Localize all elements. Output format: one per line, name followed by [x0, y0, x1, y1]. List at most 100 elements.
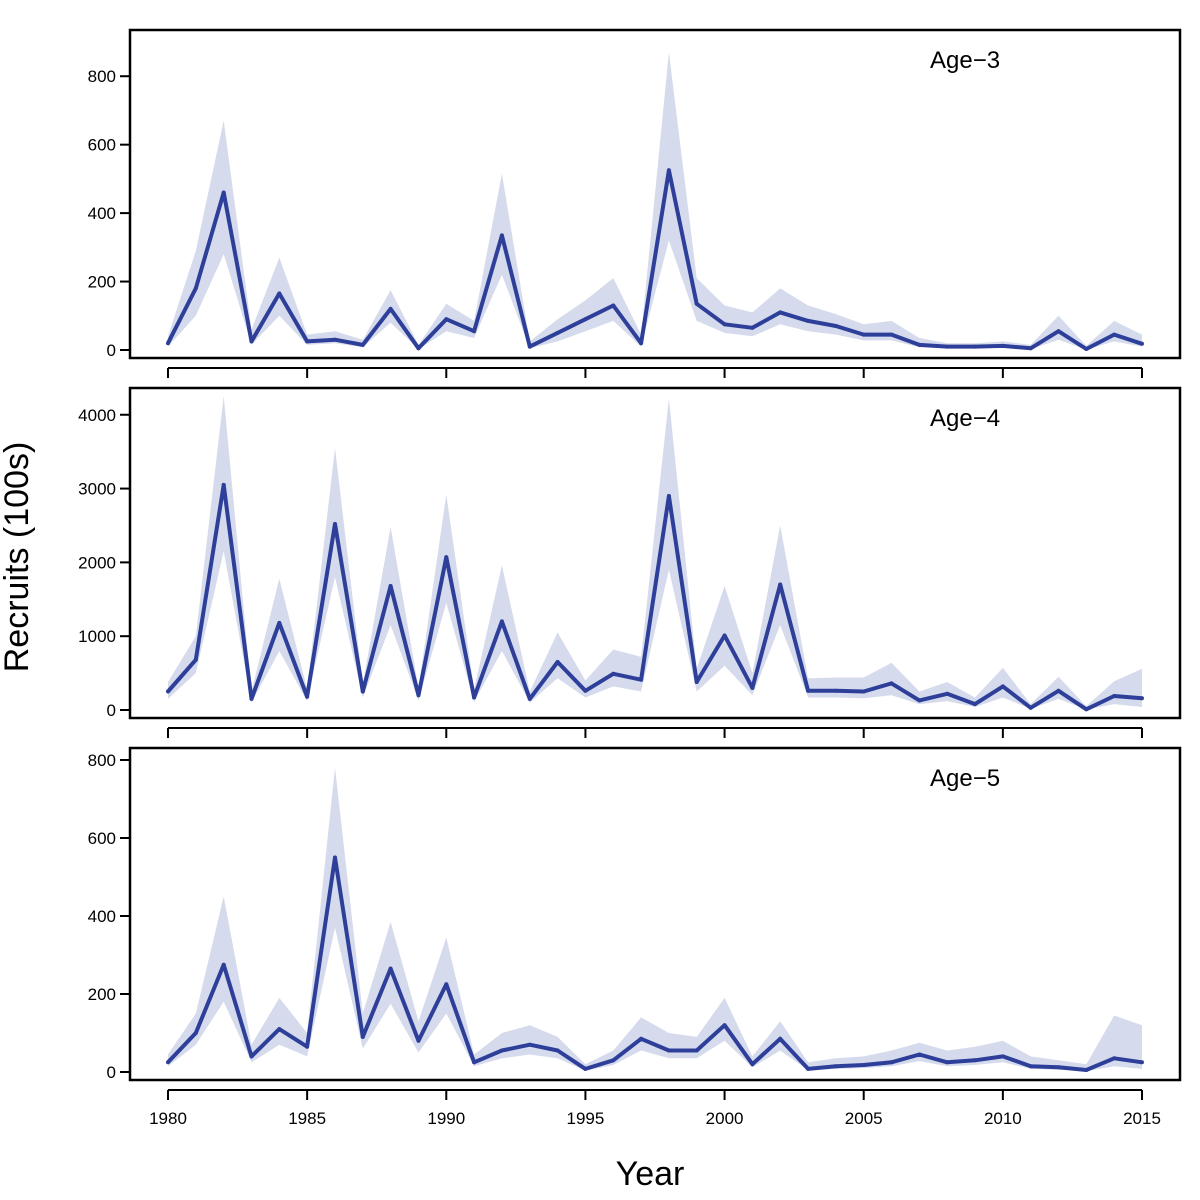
y-axis-title: Recruits (100s) — [0, 442, 36, 673]
confidence-band — [168, 396, 1142, 710]
data-point — [527, 696, 532, 701]
data-point — [472, 329, 477, 334]
data-point — [1112, 1056, 1117, 1061]
data-point — [1028, 705, 1033, 710]
data-point — [472, 695, 477, 700]
data-point — [249, 696, 254, 701]
x-tick-label: 2005 — [845, 1109, 883, 1128]
data-point — [416, 346, 421, 351]
data-point — [750, 685, 755, 690]
data-point — [166, 341, 170, 346]
x-axis-title: Year — [616, 1155, 685, 1193]
data-point — [499, 1048, 504, 1053]
panel-2: 0 1000 2000 3000 4000 Age−4 — [78, 386, 1182, 738]
data-point — [499, 619, 504, 624]
data-point — [555, 1048, 560, 1053]
data-point — [861, 1063, 866, 1067]
y-tick-label: 400 — [88, 907, 116, 926]
data-point — [444, 555, 449, 560]
data-point — [1028, 346, 1033, 351]
data-point — [666, 1048, 671, 1053]
data-point — [611, 303, 616, 308]
data-point — [388, 584, 393, 588]
panel-label: Age−3 — [930, 47, 1000, 74]
data-point — [694, 1048, 699, 1053]
data-point — [973, 1058, 977, 1063]
data-point — [1140, 696, 1144, 701]
data-point — [861, 332, 866, 337]
data-point — [639, 1036, 644, 1041]
confidence-band — [168, 767, 1142, 1072]
data-point — [166, 689, 170, 694]
y-tick-label: 200 — [88, 985, 116, 1004]
data-point — [1000, 343, 1005, 348]
y-tick-label: 800 — [88, 751, 116, 770]
x-tick-label: 1980 — [149, 1109, 187, 1128]
data-point — [917, 1052, 922, 1057]
data-point — [444, 982, 449, 987]
data-point — [639, 677, 644, 682]
data-point — [722, 633, 727, 638]
data-point — [333, 522, 337, 526]
data-point — [666, 168, 671, 173]
data-point — [973, 344, 977, 349]
data-point — [778, 582, 783, 587]
data-point — [472, 1060, 477, 1065]
data-point — [1084, 347, 1089, 351]
y-tick-label: 0 — [107, 1063, 116, 1082]
series-line — [166, 168, 1143, 351]
data-point — [806, 1066, 811, 1071]
data-point — [444, 317, 449, 322]
data-point — [833, 688, 838, 693]
data-point — [611, 671, 616, 676]
data-point — [806, 318, 811, 323]
data-point — [778, 310, 783, 315]
data-point — [833, 324, 838, 328]
data-point — [889, 332, 894, 337]
data-point — [1140, 341, 1144, 346]
data-point — [750, 1062, 755, 1067]
data-point — [806, 688, 811, 693]
data-point — [277, 620, 282, 625]
data-point — [193, 1031, 198, 1035]
y-tick-label: 1000 — [78, 627, 116, 646]
data-point — [973, 702, 977, 707]
y-tick-label: 600 — [88, 136, 116, 155]
data-point — [1140, 1060, 1144, 1065]
data-point — [1084, 1068, 1089, 1072]
data-point — [722, 322, 727, 327]
data-point — [1000, 1054, 1005, 1059]
data-point — [193, 657, 198, 662]
data-point — [360, 342, 365, 347]
data-point — [750, 325, 755, 330]
data-point — [666, 494, 671, 498]
data-point — [527, 1042, 532, 1047]
data-point — [945, 691, 950, 696]
x-tick-label: 1985 — [288, 1109, 326, 1128]
data-point — [277, 1027, 282, 1032]
data-point — [360, 689, 365, 694]
y-tick-label: 3000 — [78, 480, 116, 499]
series-line — [166, 482, 1143, 712]
data-point — [583, 317, 588, 322]
data-point — [249, 339, 254, 344]
data-point — [778, 1036, 783, 1041]
data-point — [305, 694, 310, 699]
panel-label: Age−4 — [930, 405, 1000, 432]
data-point — [611, 1058, 616, 1063]
data-point — [527, 344, 532, 349]
data-point — [639, 341, 644, 346]
data-point — [1056, 329, 1061, 334]
y-tick-label: 600 — [88, 829, 116, 848]
data-point — [583, 688, 588, 693]
x-tick-label: 1990 — [427, 1109, 465, 1128]
data-point — [945, 344, 950, 349]
data-point — [166, 1060, 170, 1065]
x-tick-label: 2015 — [1123, 1109, 1161, 1128]
panel-1: 0 200 400 600 800 Age−3 — [88, 28, 1182, 378]
data-point — [416, 1038, 421, 1043]
y-tick-label: 0 — [107, 701, 116, 720]
data-point — [305, 339, 310, 344]
